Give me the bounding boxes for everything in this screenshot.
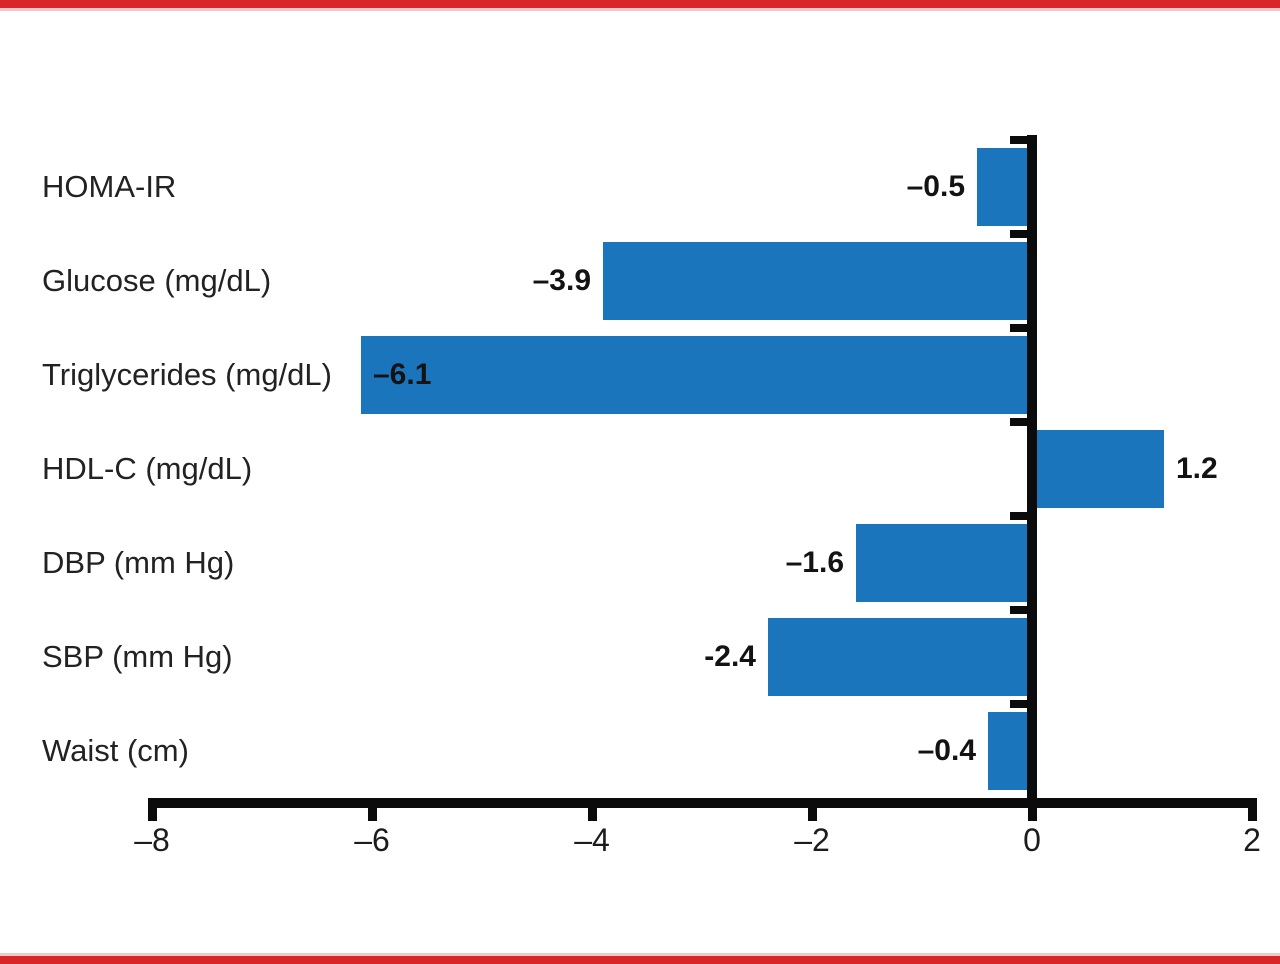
y-axis-tick: [1010, 230, 1027, 238]
x-axis-tick-label: 2: [1243, 822, 1261, 858]
bar-sbp-mm-hg: [768, 618, 1027, 696]
bar-glucose-mg-dl: [603, 242, 1027, 320]
x-axis-tick-label: –4: [574, 822, 610, 858]
bar-value-label: –1.6: [785, 546, 844, 579]
x-axis-tick: [587, 808, 597, 821]
bottom-accent-rule: [0, 956, 1280, 964]
y-axis-tick: [1010, 606, 1027, 614]
x-axis-tick: [367, 808, 377, 821]
top-accent-rule: [0, 0, 1280, 8]
bar-value-label: –0.5: [906, 170, 965, 203]
bar-value-label: –3.9: [532, 264, 591, 297]
x-axis-tick-label: –6: [354, 822, 390, 858]
category-label: SBP (mm Hg): [42, 639, 233, 674]
bar-homa-ir: [977, 148, 1027, 226]
x-axis-tick: [147, 808, 157, 821]
bottom-accent-rule-light: [0, 953, 1280, 956]
bar-waist-cm: [988, 712, 1027, 790]
x-axis-tick-label: 0: [1023, 822, 1041, 858]
top-accent-rule-light: [0, 8, 1280, 11]
category-label: DBP (mm Hg): [42, 545, 235, 580]
y-axis-tick: [1010, 418, 1027, 426]
x-axis-line: [147, 798, 1257, 808]
x-axis-tick: [807, 808, 817, 821]
bar-hdl-c-mg-dl: [1037, 430, 1164, 508]
bar-value-label: –0.4: [917, 734, 976, 767]
x-axis-tick: [1247, 808, 1257, 821]
x-axis-tick-label: –2: [794, 822, 830, 858]
x-axis-tick-label: –8: [134, 822, 170, 858]
category-label: HDL-C (mg/dL): [42, 451, 253, 486]
y-axis-tick: [1010, 512, 1027, 520]
y-axis-tick: [1010, 324, 1027, 332]
y-axis-tick: [1010, 700, 1027, 708]
bar-triglycerides-mg-dl: [361, 336, 1027, 414]
bar-value-label: –6.1: [373, 358, 432, 391]
zero-axis-line: [1027, 135, 1037, 808]
y-axis-tick: [1010, 136, 1027, 144]
bar-value-label: -2.4: [704, 640, 756, 673]
category-label: Triglycerides (mg/dL): [42, 357, 332, 392]
bar-dbp-mm-hg: [856, 524, 1027, 602]
category-label: Waist (cm): [42, 733, 189, 768]
x-axis-tick: [1027, 808, 1037, 821]
category-label: Glucose (mg/dL): [42, 263, 272, 298]
category-label: HOMA-IR: [42, 169, 177, 204]
bar-value-label: 1.2: [1176, 452, 1218, 485]
